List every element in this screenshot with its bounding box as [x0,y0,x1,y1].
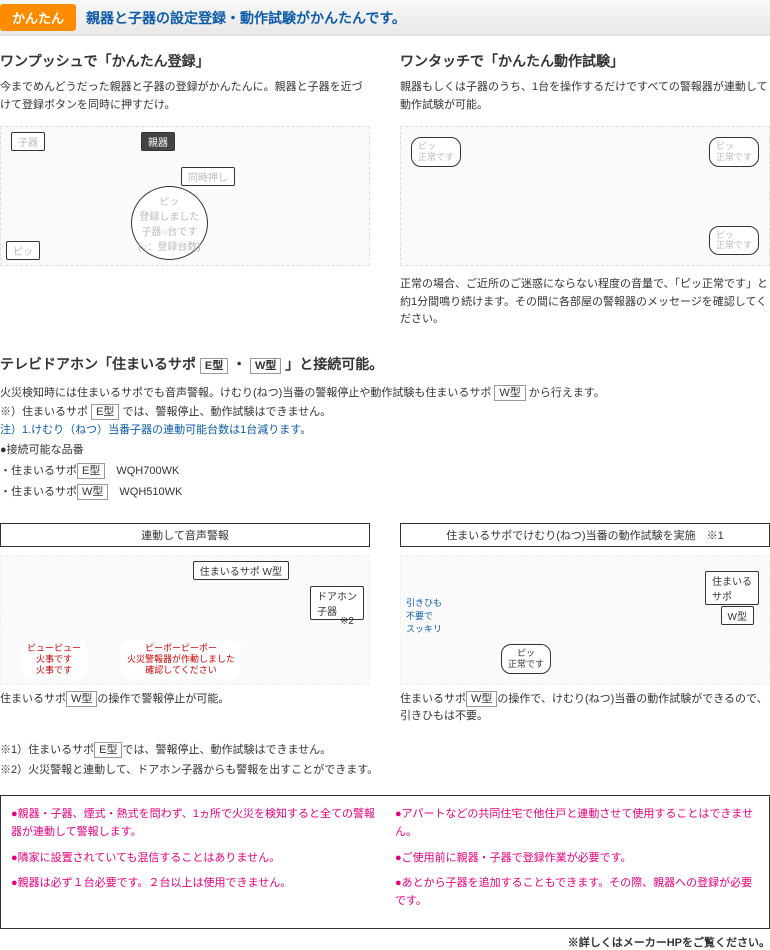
diag-left-title: 連動して音声警報 [0,523,370,547]
section2-p2: ※）住まいるサポ E型 では、警報停止、動作試験はできません。 [0,403,770,422]
list-head: ●接続可能な品番 [0,440,770,461]
diag-right-caption: 住まいるサポW型の操作で、けむり(ねつ)当番の動作試験ができるので、引きひもは不… [400,691,770,726]
speech-normal-3: ピッ 正常です [709,226,759,256]
section2-p1: 火災検知時には住まいるサポでも音声警報。けむり(ねつ)当番の警報停止や動作試験も… [0,384,770,403]
diag-left-speech2: ピーポーピーポー 火災警報器が作動しました 確認してください [121,640,241,678]
section2-title: テレビドアホン「住まいるサポ E型 ・ W型 」と接続可能。 [0,354,770,374]
diag-left-label-w: 住まいるサポ W型 [193,561,289,580]
col-test: ワンタッチで「かんたん動作試験」 親器もしくは子器のうち、1台を操作するだけです… [400,51,770,329]
col-register: ワンプッシュで「かんたん登録」 今までめんどうだった親器と子器の登録がかんたんに… [0,51,370,329]
diag-left-label-door: ドアホン 子器 [310,586,364,620]
diag-left-caption: 住まいるサポW型の操作で警報停止が可能。 [0,691,370,709]
test-desc: 親器もしくは子器のうち、1台を操作するだけですべての警報器が連動して動作試験が可… [400,79,770,114]
notice-left: ●親器・子器、煙式・熱式を問わず、1ヵ所で火災を検知すると全ての警報器が連動して… [11,806,375,918]
notice-r3: ●あとから子器を追加することもできます。その際、親器への登録が必要です。 [395,875,759,910]
test-note: 正常の場合、ご近所のご迷惑にならない程度の音量で、「ピッ正常です」と約1分間鳴り… [400,276,770,329]
notice-l2: ●隣家に設置されていても混信することはありません。 [11,850,375,868]
top-columns: ワンプッシュで「かんたん登録」 今までめんどうだった親器と子器の登録がかんたんに… [0,51,770,329]
label-parent: 親器 [141,132,175,151]
diag-right-area: 引きひも 不要で スッキリ ピッ 正常です 住まいる サポ W型 [400,555,770,685]
speech-normal-1: ピッ 正常です [411,137,461,167]
diagrams-row: 連動して音声警報 住まいるサポ W型 ドアホン 子器 ※2 ピューピュー 火事で… [0,523,770,726]
label-child: 子器 [11,132,45,151]
notice-box: ●親器・子器、煙式・熱式を問わず、1ヵ所で火災を検知すると全ての警報器が連動して… [0,795,770,929]
diag-left: 連動して音声警報 住まいるサポ W型 ドアホン 子器 ※2 ピューピュー 火事で… [0,523,370,726]
test-title: ワンタッチで「かんたん動作試験」 [400,51,770,71]
speech-normal-2: ピッ 正常です [709,137,759,167]
section2-blue-note: 注）1.けむり（ねつ）当番子器の連動可能台数は1台減ります。 [0,421,770,440]
footnotes: ※1）住まいるサポE型では、警報停止、動作試験はできません。 ※2）火災警報と連… [0,741,770,781]
diag-right-w: W型 [721,606,754,625]
header-title: 親器と子器の設定登録・動作試験がかんたんです。 [86,8,406,28]
notice-l3: ●親器は必ず１台必要です。２台以上は使用できません。 [11,875,375,893]
box-w: W型 [250,358,281,374]
test-diagram: ピッ 正常です ピッ 正常です ピッ 正常です [400,126,770,266]
label-beep: ピッ [6,241,40,260]
footnote-2: ※2）火災警報と連動して、ドアホン子器からも警報を出すことができます。 [0,761,770,781]
box-e: E型 [200,358,228,374]
badge-easy: かんたん [0,4,76,31]
diag-left-speech1: ピューピュー 火事です 火事です [21,640,87,678]
register-title: ワンプッシュで「かんたん登録」 [0,51,370,71]
notice-r2: ●ご使用前に親器・子器で登録作業が必要です。 [395,850,759,868]
label-push: 同時押し [181,167,235,186]
notice-right: ●アパートなどの共同住宅で他住戸と連動させて使用することはできません。 ●ご使用… [395,806,759,918]
diag-right-speech: ピッ 正常です [501,644,551,674]
diag-left-star: ※2 [340,616,354,627]
label-registered: ピッ 登録しました 子器○台です (○：登録台数) [131,186,208,260]
final-note: ※詳しくはメーカーHPをご覧ください。 [0,934,770,950]
footnote-1: ※1）住まいるサポE型では、警報停止、動作試験はできません。 [0,741,770,761]
notice-r1: ●アパートなどの共同住宅で他住戸と連動させて使用することはできません。 [395,806,759,841]
notice-l1: ●親器・子器、煙式・熱式を問わず、1ヵ所で火災を検知すると全ての警報器が連動して… [11,806,375,841]
diag-right-sapo: 住まいる サポ [705,571,759,605]
diag-right: 住まいるサポでけむり(ねつ)当番の動作試験を実施 ※1 引きひも 不要で スッキ… [400,523,770,726]
list-item-2: ・住まいるサポW型 WQH510WK [0,482,770,503]
header-bar: かんたん 親器と子器の設定登録・動作試験がかんたんです。 [0,0,770,36]
register-diagram: 子器 親器 同時押し ピッ ピッ 登録しました 子器○台です (○：登録台数) [0,126,370,266]
list-item-1: ・住まいるサポE型 WQH700WK [0,461,770,482]
diag-right-pull: 引きひも 不要で スッキリ [406,596,442,635]
register-desc: 今までめんどうだった親器と子器の登録がかんたんに。親器と子器を近づけて登録ボタン… [0,79,370,114]
diag-left-area: 住まいるサポ W型 ドアホン 子器 ※2 ピューピュー 火事です 火事です ピー… [0,555,370,685]
diag-right-title: 住まいるサポでけむり(ねつ)当番の動作試験を実施 ※1 [400,523,770,547]
